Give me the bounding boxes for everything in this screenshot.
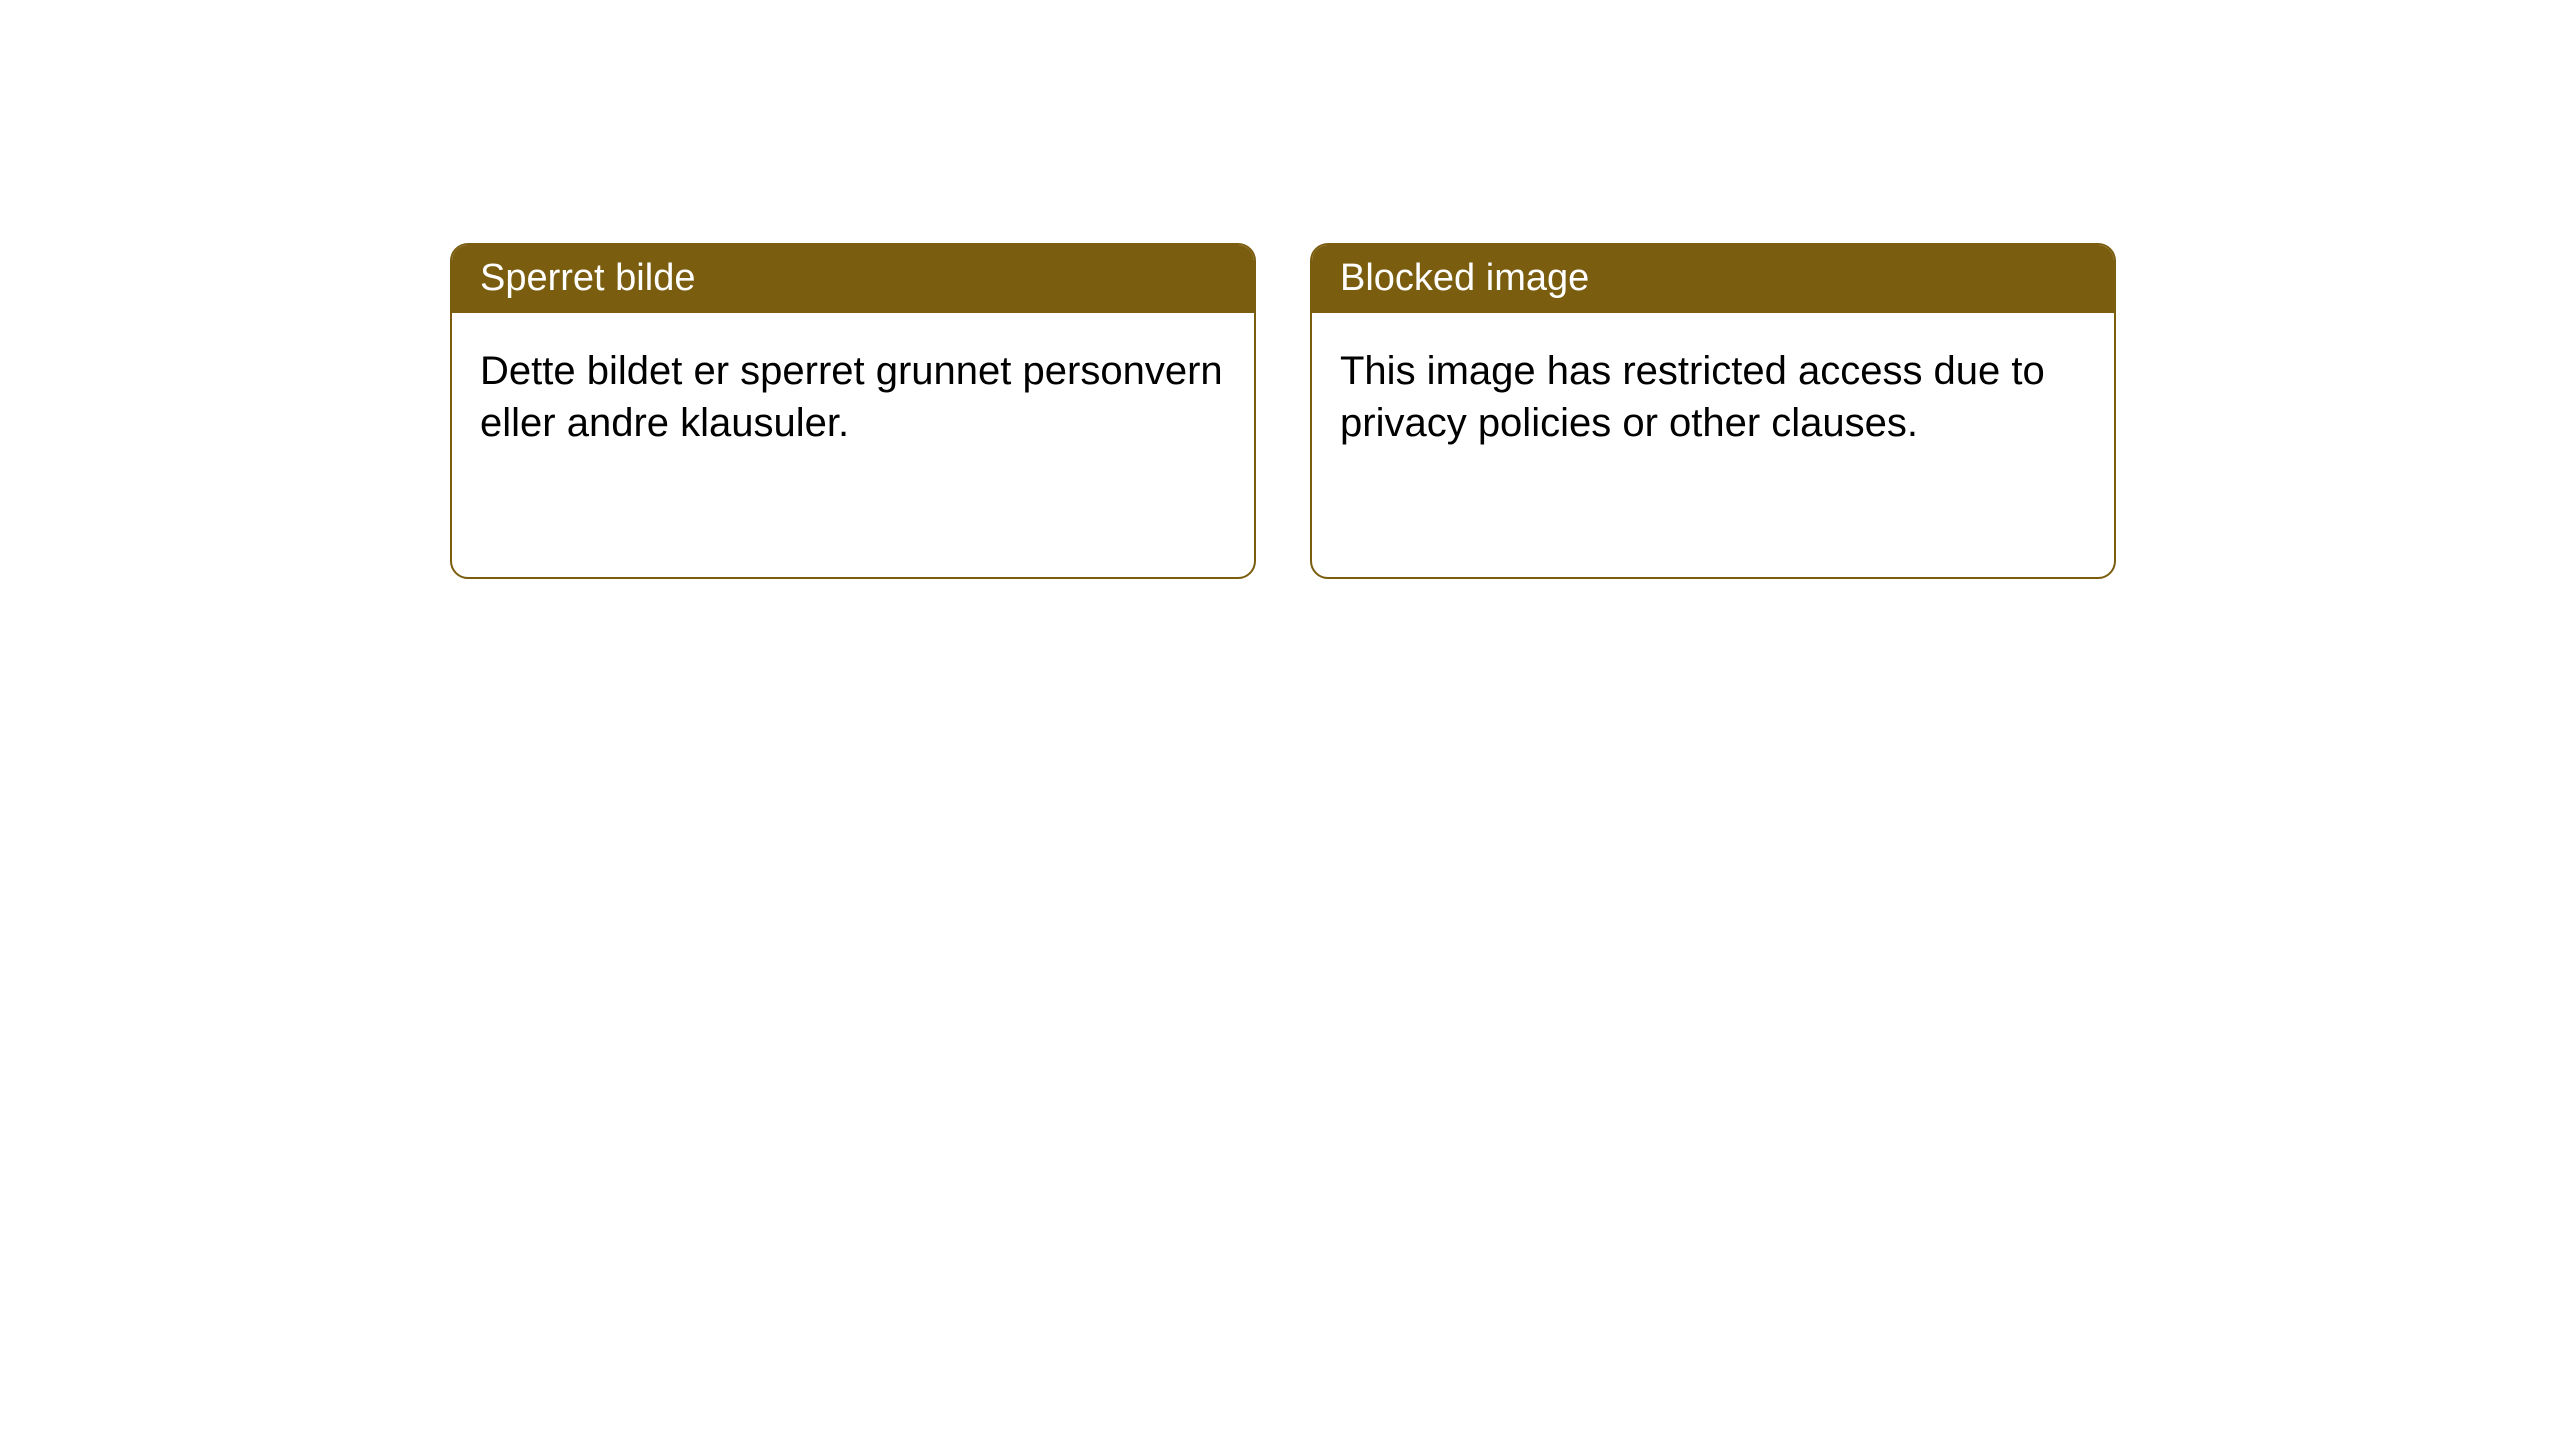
notice-header-text: Blocked image: [1340, 257, 1589, 299]
notice-header: Sperret bilde: [452, 245, 1254, 313]
notice-body-text: Dette bildet er sperret grunnet personve…: [480, 349, 1223, 445]
notice-body: Dette bildet er sperret grunnet personve…: [452, 313, 1254, 481]
notice-card-english: Blocked image This image has restricted …: [1310, 243, 2116, 579]
notice-container: Sperret bilde Dette bildet er sperret gr…: [450, 243, 2116, 579]
notice-body-text: This image has restricted access due to …: [1340, 349, 2045, 445]
notice-header-text: Sperret bilde: [480, 257, 695, 299]
notice-body: This image has restricted access due to …: [1312, 313, 2114, 481]
notice-card-norwegian: Sperret bilde Dette bildet er sperret gr…: [450, 243, 1256, 579]
notice-header: Blocked image: [1312, 245, 2114, 313]
